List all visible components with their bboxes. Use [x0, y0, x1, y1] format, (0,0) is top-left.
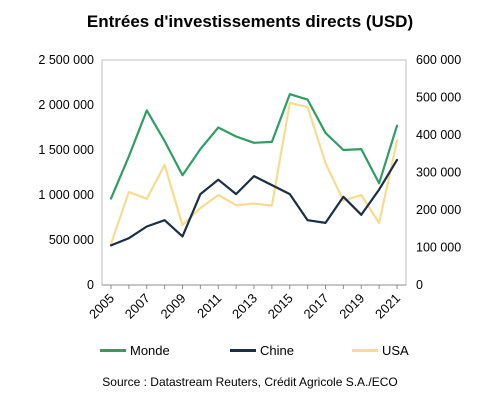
y-right-tick-label: 600 000 — [416, 53, 461, 67]
x-tick-label: 2013 — [229, 291, 260, 322]
x-tick-label: 2015 — [265, 291, 296, 322]
legend-label-usa: USA — [382, 343, 409, 358]
source-note: Source : Datastream Reuters, Crédit Agri… — [102, 375, 398, 389]
x-tick-label: 2021 — [372, 291, 403, 322]
y-left-tick-label: 2 000 000 — [38, 98, 94, 112]
legend: Monde Chine USA — [0, 343, 500, 363]
x-tick-label: 2009 — [158, 291, 189, 322]
x-tick-label: 2007 — [122, 291, 153, 322]
legend-label-chine: Chine — [260, 343, 294, 358]
y-left-tick-label: 2 500 000 — [38, 53, 94, 67]
y-left-tick-label: 500 000 — [49, 233, 94, 247]
plot-area — [101, 59, 407, 286]
series-line-usa — [109, 101, 399, 245]
x-tick-label: 2005 — [86, 291, 117, 322]
y-right-tick-label: 100 000 — [416, 241, 461, 255]
y-left-tick-label: 1 000 000 — [38, 188, 94, 202]
legend-item-usa: USA — [352, 343, 409, 358]
x-tick-label: 2017 — [301, 291, 332, 322]
chart-title: Entrées d'investissements directs (USD) — [86, 12, 414, 31]
legend-item-chine: Chine — [230, 343, 294, 358]
legend-item-monde: Monde — [100, 343, 170, 358]
legend-swatch-usa — [352, 349, 378, 352]
y-right-tick-label: 400 000 — [416, 128, 461, 142]
series-line-monde — [109, 93, 399, 200]
y-right-tick-label: 200 000 — [416, 203, 461, 217]
legend-swatch-monde — [100, 349, 126, 352]
y-left-tick-label: 0 — [87, 278, 94, 292]
series-line-chine — [109, 158, 399, 247]
y-right-tick-label: 0 — [416, 278, 423, 292]
y-left-tick-label: 1 500 000 — [38, 143, 94, 157]
x-tick-label: 2011 — [194, 291, 224, 321]
y-right-tick-label: 300 000 — [416, 166, 461, 180]
legend-label-monde: Monde — [130, 343, 170, 358]
x-tick-label: 2019 — [336, 291, 367, 322]
y-right-tick-label: 500 000 — [416, 91, 461, 105]
legend-swatch-chine — [230, 349, 256, 352]
